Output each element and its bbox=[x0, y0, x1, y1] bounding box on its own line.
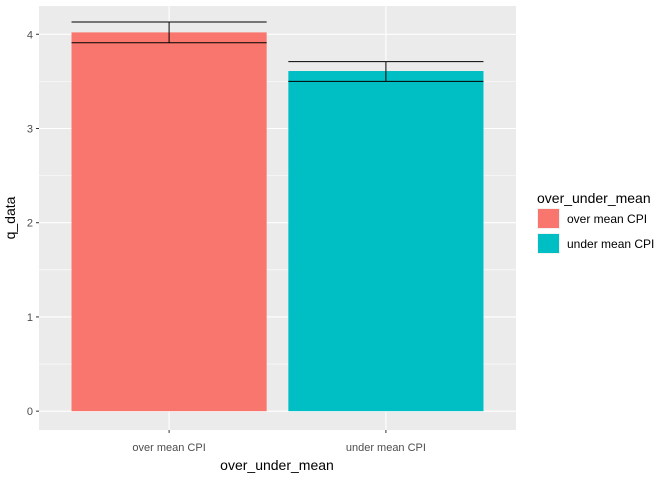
legend-label: under mean CPI bbox=[567, 237, 654, 251]
x-tick-label: under mean CPI bbox=[346, 442, 426, 454]
x-axis-title: over_under_mean bbox=[220, 457, 334, 473]
y-tick-label: 0 bbox=[27, 406, 33, 418]
bar-2 bbox=[288, 71, 484, 412]
legend: over_under_mean over mean CPI under mean … bbox=[537, 190, 654, 254]
error-bar-2 bbox=[288, 61, 484, 82]
y-axis-title: q_data bbox=[2, 196, 18, 239]
y-axis: 0 1 2 3 4 bbox=[27, 29, 39, 418]
legend-entry-1: over mean CPI bbox=[537, 208, 647, 229]
legend-swatch bbox=[538, 209, 559, 228]
bar-1 bbox=[71, 32, 267, 412]
legend-label: over mean CPI bbox=[567, 212, 647, 226]
y-tick-label: 3 bbox=[27, 123, 33, 135]
legend-entry-2: under mean CPI bbox=[537, 233, 654, 254]
legend-swatch bbox=[538, 234, 559, 253]
bars bbox=[71, 32, 484, 412]
x-axis: over mean CPI under mean CPI bbox=[132, 430, 426, 454]
y-tick-label: 4 bbox=[27, 29, 33, 41]
error-bars bbox=[71, 21, 484, 82]
legend-title: over_under_mean bbox=[537, 190, 651, 206]
y-tick-label: 1 bbox=[27, 312, 33, 324]
error-bar-1 bbox=[71, 21, 267, 44]
y-tick-label: 2 bbox=[27, 218, 33, 230]
x-tick-label: over mean CPI bbox=[132, 442, 205, 454]
